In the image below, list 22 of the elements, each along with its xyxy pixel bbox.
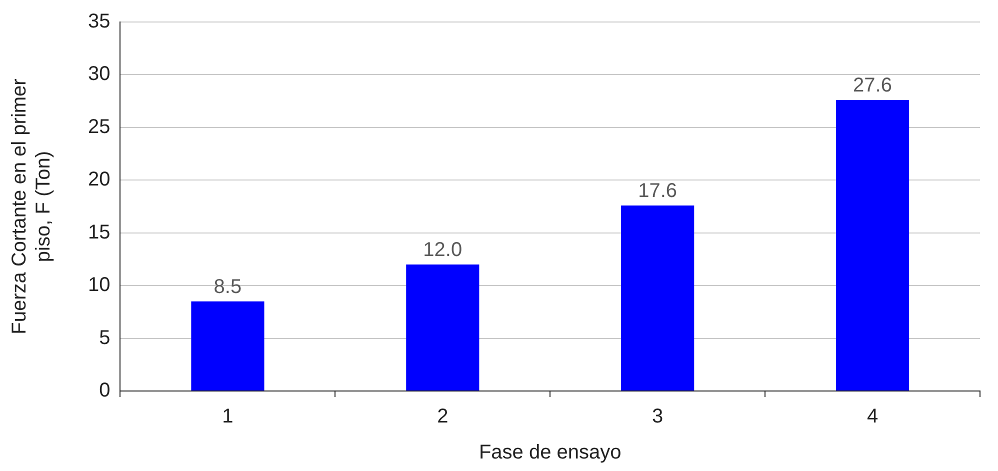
bar bbox=[191, 301, 264, 390]
y-tick-label: 0 bbox=[99, 380, 110, 402]
data-label: 27.6 bbox=[853, 74, 892, 97]
y-tick-label: 30 bbox=[88, 63, 110, 86]
x-axis-title: Fase de ensayo bbox=[478, 442, 622, 464]
data-label: 17.6 bbox=[638, 180, 678, 202]
y-tick-label: 15 bbox=[88, 221, 110, 244]
bar bbox=[406, 264, 480, 390]
y-tick-label: 10 bbox=[88, 274, 110, 296]
bar bbox=[621, 205, 694, 390]
y-axis-title: Fuerza Cortante en el primer piso, F (Ton) bbox=[8, 78, 55, 334]
y-tick-label: 5 bbox=[99, 326, 110, 349]
data-label: 12.0 bbox=[423, 239, 462, 261]
x-tick-label: 1 bbox=[222, 406, 234, 428]
data-label: 8.5 bbox=[214, 276, 242, 298]
y-tick-label: 20 bbox=[88, 168, 110, 191]
y-tick-label: 25 bbox=[88, 116, 110, 138]
y-tick-label: 35 bbox=[88, 10, 110, 33]
x-tick-label: 3 bbox=[652, 406, 664, 428]
bar bbox=[836, 100, 910, 390]
x-tick-label: 2 bbox=[437, 406, 448, 428]
x-tick-label: 4 bbox=[866, 406, 878, 428]
